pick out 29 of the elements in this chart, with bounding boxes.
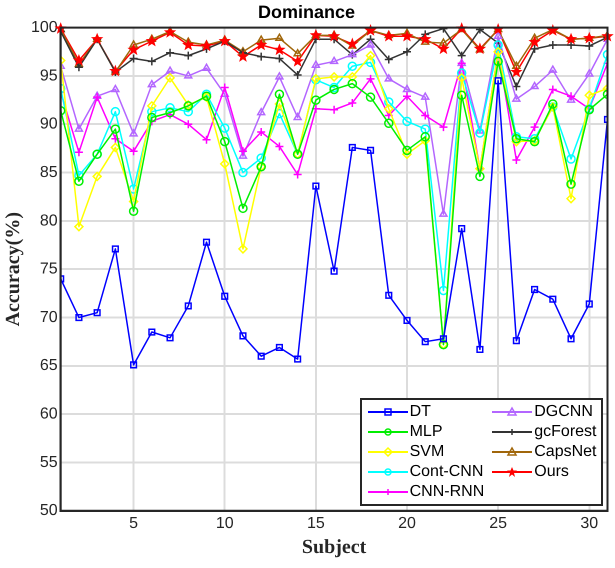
legend-label: Cont-CNN [410, 462, 484, 480]
y-axis-title: Accuracy(%) [2, 212, 24, 326]
y-tick-label: 100 [30, 19, 58, 36]
y-tick-label: 75 [40, 260, 58, 278]
y-tick-label: 50 [40, 502, 58, 520]
legend-label: CNN-RNN [410, 482, 484, 500]
x-tick-label: 5 [129, 514, 138, 532]
x-tick-label: 10 [216, 514, 234, 532]
y-tick-label: 85 [40, 164, 58, 181]
legend-label: Ours [534, 462, 569, 480]
y-tick-label: 55 [40, 454, 58, 471]
legend-label: gcForest [534, 422, 596, 440]
y-tick-label: 65 [40, 357, 58, 374]
x-tick-label: 30 [580, 514, 598, 532]
legend-label: CapsNet [534, 442, 596, 460]
x-tick-label: 25 [489, 514, 508, 532]
x-axis-title: Subject [302, 536, 367, 558]
legend-label: SVM [410, 442, 444, 460]
y-tick-label: 80 [40, 212, 58, 230]
legend-label: MLP [410, 422, 442, 440]
y-tick-label: 60 [40, 406, 58, 423]
y-tick-label: 70 [40, 308, 58, 326]
chart-title: Dominance [258, 2, 356, 22]
y-tick-label: 95 [40, 67, 58, 84]
x-tick-label: 20 [398, 514, 416, 532]
x-tick-label: 15 [306, 514, 325, 532]
legend-label: DT [410, 402, 431, 420]
y-tick-label: 90 [40, 116, 58, 133]
legend-label: DGCNN [534, 402, 593, 420]
